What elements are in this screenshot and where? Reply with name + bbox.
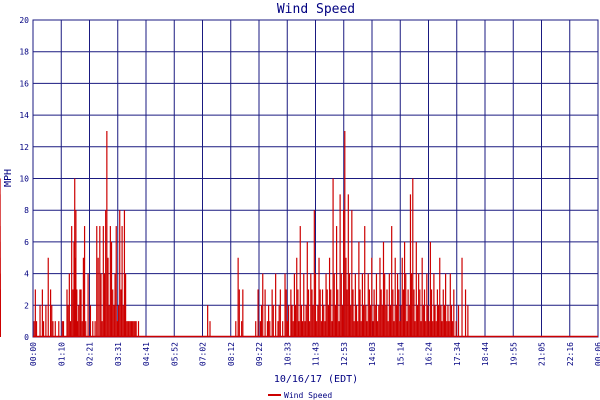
y-axis-label: MPH <box>3 169 14 187</box>
y-tick-label: 6 <box>24 238 29 247</box>
x-tick-label: 22:16 <box>566 342 575 366</box>
x-tick-label: 10:33 <box>283 342 292 366</box>
x-tick-label: 19:55 <box>509 342 518 366</box>
x-tick-label: 08:12 <box>227 342 236 366</box>
y-tick-label: 10 <box>19 175 29 184</box>
x-tick-label: 04:41 <box>142 342 151 366</box>
y-tick-label: 14 <box>19 111 29 120</box>
y-tick-label: 12 <box>19 143 29 152</box>
y-tick-label: 0 <box>24 333 29 342</box>
x-tick-label: 16:24 <box>425 342 434 366</box>
y-tick-labels: 0 2 4 6 8 10 12 14 16 18 20 <box>19 16 29 342</box>
x-tick-label: 07:02 <box>199 342 208 366</box>
x-tick-label: 01:10 <box>57 342 66 366</box>
x-tick-label: 11:43 <box>312 342 321 366</box>
y-tick-label: 4 <box>24 270 29 279</box>
x-tick-label: 03:31 <box>114 342 123 366</box>
legend: Wind Speed <box>268 391 332 400</box>
x-tick-label: 09:22 <box>255 342 264 366</box>
x-tick-label: 12:53 <box>340 342 349 366</box>
y-tick-label: 16 <box>19 79 29 88</box>
y-tick-label: 2 <box>24 301 29 310</box>
x-tick-label: 17:34 <box>453 342 462 366</box>
x-axis-label: 10/16/17 (EDT) <box>274 374 358 385</box>
x-tick-labels: 00:00 01:10 02:21 03:31 04:41 05:52 07:02 08:12… <box>29 342 600 366</box>
x-tick-label: 18:44 <box>481 342 490 366</box>
x-tick-label: 14:03 <box>368 342 377 366</box>
x-tick-label: 05:52 <box>170 342 179 366</box>
y-tick-label: 8 <box>24 206 29 215</box>
x-tick-label: 00:06 <box>594 342 600 366</box>
x-tick-label: 00:00 <box>29 342 38 366</box>
y-tick-label: 20 <box>19 16 29 25</box>
grid <box>32 19 599 338</box>
x-tick-label: 02:21 <box>86 342 95 366</box>
legend-label: Wind Speed <box>284 391 332 400</box>
y-tick-label: 18 <box>19 48 29 57</box>
x-tick-label: 15:14 <box>396 342 405 366</box>
data-series <box>0 130 598 338</box>
chart-title: Wind Speed <box>277 2 355 17</box>
x-tick-label: 21:05 <box>538 342 547 366</box>
